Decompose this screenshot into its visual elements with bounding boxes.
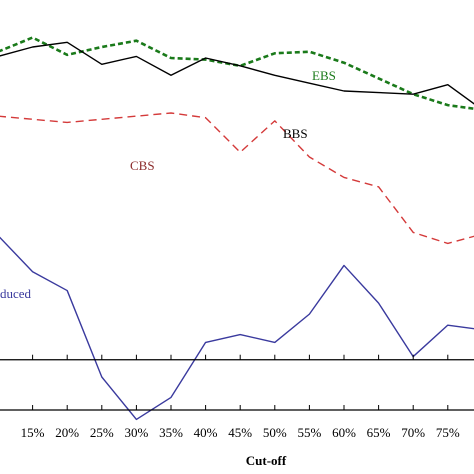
series-label-ebs: EBS — [312, 68, 336, 83]
series-line-cbs — [0, 112, 474, 245]
series-label-reduced: duced — [0, 286, 32, 301]
x-tick-label: 20% — [55, 425, 79, 440]
x-tick-label: 70% — [401, 425, 425, 440]
x-tick-label: 25% — [90, 425, 114, 440]
x-tick-label: 30% — [124, 425, 148, 440]
x-axis-label: Cut-off — [246, 453, 287, 468]
x-tick-label: 15% — [21, 425, 45, 440]
series-labels: EBS BBS CBS duced — [0, 68, 336, 301]
x-tick-label: 45% — [228, 425, 252, 440]
series-label-bbs: BBS — [283, 126, 308, 141]
series-line-duced — [0, 236, 474, 421]
x-tick-label: 50% — [263, 425, 287, 440]
x-tick-label: 65% — [367, 425, 391, 440]
series-line-bbs — [0, 41, 474, 105]
plot-area — [0, 36, 474, 421]
x-tick-label: 60% — [332, 425, 356, 440]
series-line-ebs — [0, 36, 474, 111]
x-tick-label: 35% — [159, 425, 183, 440]
axes: 15%20%25%30%35%40%45%50%55%60%65%70%75%8… — [0, 354, 474, 468]
series-label-cbs: CBS — [130, 158, 155, 173]
tick-labels: 15%20%25%30%35%40%45%50%55%60%65%70%75%8… — [21, 425, 460, 440]
x-tick-label: 55% — [297, 425, 321, 440]
tick-marks — [32, 354, 449, 410]
x-tick-label: 75% — [436, 425, 460, 440]
x-tick-label: 40% — [194, 425, 218, 440]
